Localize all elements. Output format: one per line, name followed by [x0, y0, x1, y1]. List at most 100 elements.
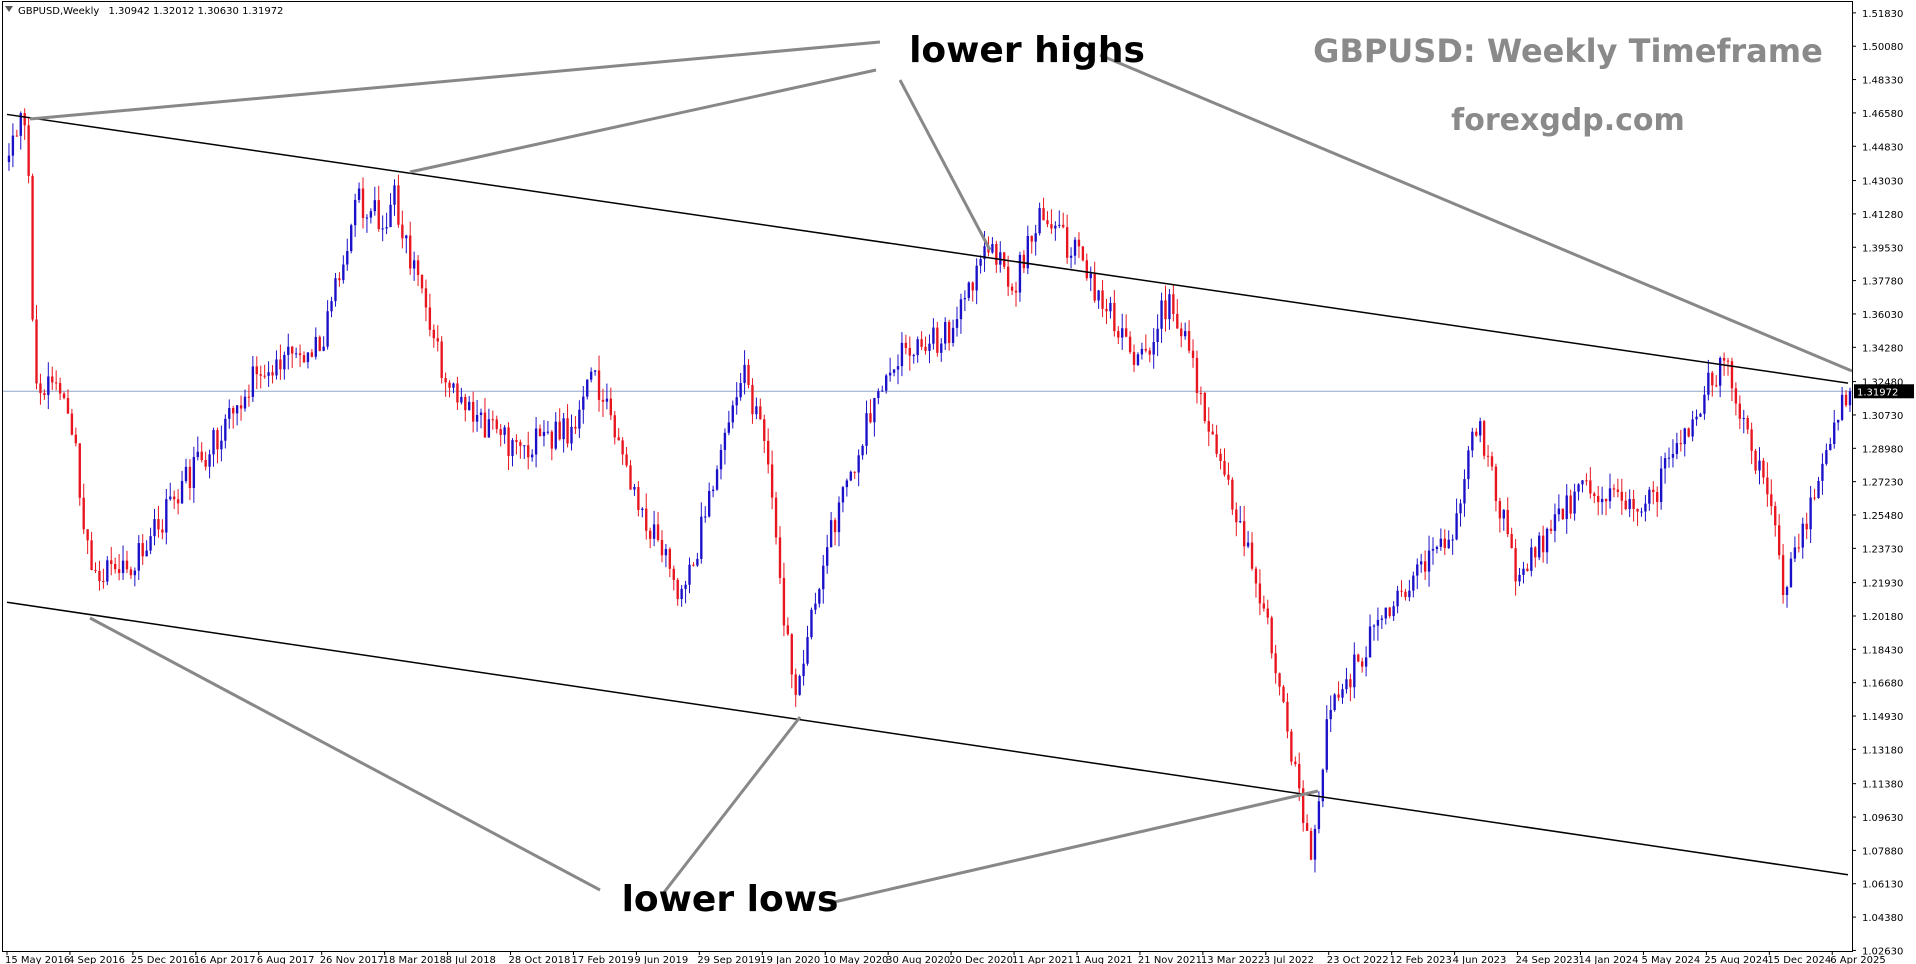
candle-body [932, 327, 935, 344]
candle-body [283, 354, 286, 370]
candle [873, 397, 876, 437]
candle [1506, 497, 1509, 538]
candle-body [1762, 460, 1765, 478]
candle [1675, 432, 1679, 460]
candle-body [1195, 357, 1199, 393]
candle-body [326, 311, 329, 347]
candle [1593, 491, 1596, 504]
candle-body [1471, 431, 1474, 451]
candle-body [833, 520, 837, 533]
candle-body [527, 445, 530, 458]
candle-body [814, 603, 817, 610]
candle [668, 547, 672, 578]
candle [530, 449, 534, 462]
candle-body [1549, 528, 1553, 531]
candle [719, 444, 723, 480]
candle-body [1101, 290, 1104, 309]
candle-body [924, 346, 927, 351]
candle-body [1207, 421, 1210, 432]
candle [1274, 644, 1277, 684]
candle [373, 186, 376, 216]
candle-body [113, 563, 117, 570]
x-axis-label: 25 Dec 2016 [131, 955, 195, 964]
candle-body [763, 419, 766, 441]
candle-body [1353, 654, 1356, 688]
candle-body [35, 319, 38, 384]
candle [1164, 285, 1167, 332]
candle-body [471, 401, 475, 422]
candle [932, 318, 935, 350]
candle-body [645, 508, 648, 531]
candle [436, 325, 439, 352]
candle [853, 471, 856, 479]
candle-body [633, 486, 636, 490]
candle-body [346, 251, 349, 265]
candle [385, 212, 388, 235]
candle-body [1042, 208, 1045, 221]
candle-body [1412, 575, 1415, 591]
candle-body [27, 125, 30, 176]
candle-body [302, 355, 306, 363]
candle-body [1534, 547, 1537, 558]
candle [1711, 370, 1714, 397]
candle [1746, 415, 1749, 434]
candle-body [409, 235, 412, 269]
candle [491, 410, 494, 430]
candle [1781, 544, 1785, 604]
candle [774, 491, 778, 545]
candle [176, 489, 180, 515]
candle-body [385, 227, 388, 229]
candle-body [1439, 538, 1443, 547]
candle-body [43, 393, 46, 396]
candle [1451, 534, 1454, 555]
candle [1085, 253, 1088, 281]
current-price-label: 1.31972 [1857, 387, 1898, 398]
candle [495, 415, 498, 434]
candle [1848, 387, 1852, 412]
candle-body [676, 579, 679, 600]
candle [786, 617, 790, 636]
candle [1136, 352, 1140, 367]
y-axis-label: 1.16680 [1862, 679, 1903, 690]
candle [515, 434, 518, 455]
candle-body [1699, 413, 1702, 417]
x-axis-label: 4 Sep 2016 [68, 955, 125, 964]
candle [86, 529, 89, 555]
candle-body [641, 508, 644, 510]
candle-body [1203, 393, 1207, 422]
candle-body [1530, 547, 1533, 571]
candle-body [1479, 421, 1482, 436]
y-axis-label: 1.37780 [1862, 277, 1903, 288]
candle-body [1833, 422, 1836, 445]
candle [409, 221, 412, 275]
candle [267, 361, 270, 387]
candle [822, 554, 825, 604]
candle-body [1667, 457, 1671, 459]
candle [381, 215, 384, 242]
candle-body [15, 135, 19, 137]
candle [951, 319, 955, 347]
candle [1691, 410, 1694, 442]
candle [1750, 422, 1753, 465]
candle [625, 446, 628, 468]
candle-body [1034, 233, 1037, 242]
candle-body [74, 434, 78, 444]
x-axis-label: 17 Feb 2019 [571, 955, 633, 964]
candle-body [558, 421, 561, 440]
candle-body [723, 432, 727, 450]
candle-body [770, 464, 774, 498]
candle [704, 506, 707, 523]
candle-body [279, 359, 282, 370]
candle-body [1231, 479, 1234, 510]
candle [326, 300, 329, 350]
candle [1502, 509, 1505, 531]
candle-body [1081, 246, 1085, 261]
candle-body [54, 382, 58, 384]
candle [334, 272, 337, 307]
candle-body [1191, 350, 1195, 358]
candle-body [350, 225, 353, 252]
candle [1168, 289, 1171, 330]
chart-menu-triangle-icon[interactable] [5, 6, 13, 12]
x-axis-label: 29 Sep 2019 [697, 955, 760, 964]
candle [239, 395, 243, 421]
